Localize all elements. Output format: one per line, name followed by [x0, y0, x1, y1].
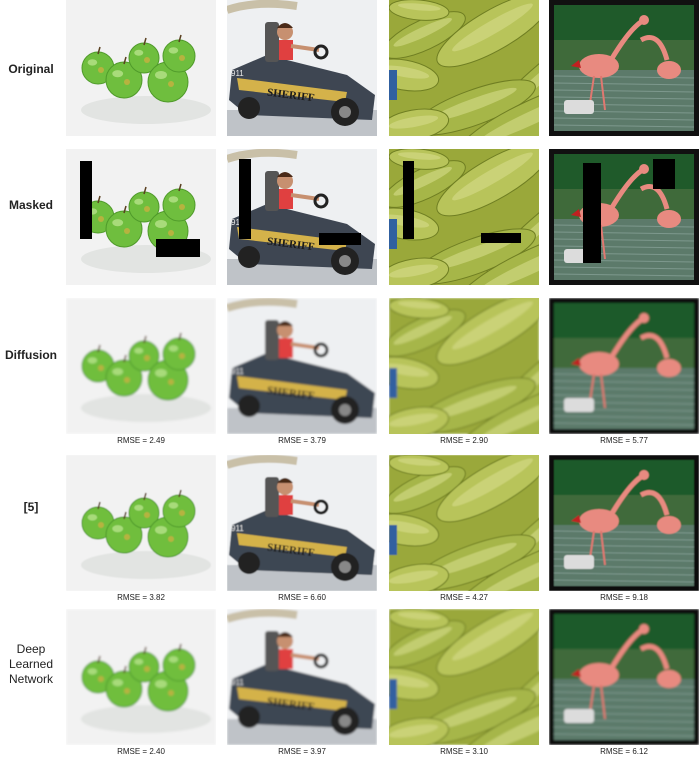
go-kart-icon: SHERIFF 911 — [227, 455, 377, 591]
figure-image-cell — [389, 149, 539, 285]
rmse-label: RMSE = 4.27 — [440, 593, 488, 602]
figure-image-cell — [549, 455, 699, 591]
zucchini-icon — [389, 455, 539, 591]
rmse-label: RMSE = 3.97 — [278, 747, 326, 756]
flamingo-icon — [549, 149, 699, 285]
apples-icon — [66, 298, 216, 434]
apples-icon — [66, 455, 216, 591]
apples-icon — [66, 609, 216, 745]
svg-text:911: 911 — [231, 367, 244, 376]
rmse-label: RMSE = 6.60 — [278, 593, 326, 602]
figure-image-cell — [389, 455, 539, 591]
row-label: Deep Learned Network — [8, 642, 54, 686]
mask-block — [80, 161, 92, 239]
svg-text:SHERIFF: SHERIFF — [266, 696, 315, 714]
figure-image-cell — [549, 298, 699, 434]
rmse-label: RMSE = 9.18 — [600, 593, 648, 602]
svg-text:SHERIFF: SHERIFF — [266, 385, 315, 403]
apples-icon — [66, 149, 216, 285]
rmse-label: RMSE = 2.40 — [117, 747, 165, 756]
row-label: Diffusion — [5, 348, 57, 362]
mask-block — [481, 233, 521, 243]
rmse-label: RMSE = 3.10 — [440, 747, 488, 756]
go-kart-icon: SHERIFF 911 — [227, 609, 377, 745]
mask-block — [239, 159, 251, 239]
rmse-label: RMSE = 6.12 — [600, 747, 648, 756]
flamingo-icon — [549, 455, 699, 591]
figure-image-cell — [549, 0, 699, 136]
figure-image-cell: SHERIFF 911 — [227, 455, 377, 591]
svg-text:SHERIFF: SHERIFF — [266, 236, 315, 254]
zucchini-icon — [389, 298, 539, 434]
row-label: [5] — [23, 500, 39, 514]
rmse-label: RMSE = 3.79 — [278, 436, 326, 445]
figure-image-cell — [66, 298, 216, 434]
figure-image-cell — [66, 609, 216, 745]
apples-icon — [66, 0, 216, 136]
flamingo-icon — [549, 0, 699, 136]
figure-image-cell: SHERIFF 911 — [227, 0, 377, 136]
zucchini-icon — [389, 609, 539, 745]
rmse-label: RMSE = 2.49 — [117, 436, 165, 445]
figure-image-cell — [66, 0, 216, 136]
zucchini-icon — [389, 149, 539, 285]
flamingo-icon — [549, 298, 699, 434]
figure-image-cell — [66, 455, 216, 591]
figure-image-cell — [549, 609, 699, 745]
svg-text:911: 911 — [231, 69, 244, 78]
figure-image-cell: SHERIFF 911 — [227, 298, 377, 434]
figure-image-cell — [549, 149, 699, 285]
go-kart-icon: SHERIFF 911 — [227, 149, 377, 285]
flamingo-icon — [549, 609, 699, 745]
go-kart-icon: SHERIFF 911 — [227, 0, 377, 136]
rmse-label: RMSE = 5.77 — [600, 436, 648, 445]
mask-block — [403, 161, 414, 239]
mask-block — [319, 233, 361, 245]
go-kart-icon: SHERIFF 911 — [227, 298, 377, 434]
figure-image-cell — [66, 149, 216, 285]
svg-text:911: 911 — [231, 218, 244, 227]
mask-block — [156, 239, 200, 257]
figure-image-cell: SHERIFF 911 — [227, 149, 377, 285]
svg-text:911: 911 — [231, 678, 244, 687]
mask-block — [583, 163, 601, 263]
svg-text:SHERIFF: SHERIFF — [266, 542, 315, 560]
rmse-label: RMSE = 3.82 — [117, 593, 165, 602]
figure-image-cell: SHERIFF 911 — [227, 609, 377, 745]
zucchini-icon — [389, 0, 539, 136]
row-label: Masked — [8, 198, 54, 212]
rmse-label: RMSE = 2.90 — [440, 436, 488, 445]
row-label: Original — [8, 62, 54, 76]
figure-image-cell — [389, 298, 539, 434]
figure-image-cell — [389, 609, 539, 745]
figure-image-cell — [389, 0, 539, 136]
svg-text:911: 911 — [231, 524, 244, 533]
mask-block — [653, 159, 675, 189]
svg-text:SHERIFF: SHERIFF — [266, 87, 315, 105]
